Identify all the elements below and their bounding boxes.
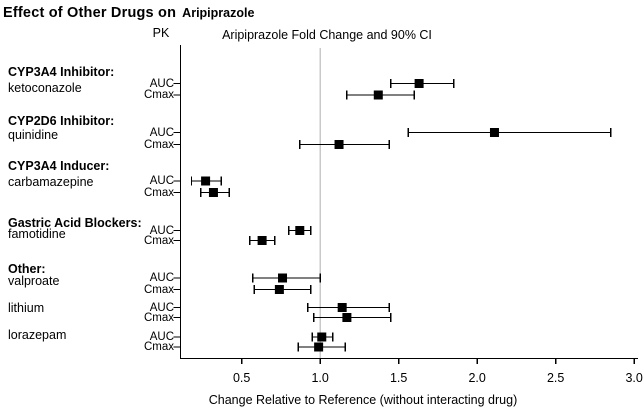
- point-estimate-marker: [414, 79, 424, 88]
- group-label: Other:: [8, 261, 46, 276]
- point-estimate-marker: [373, 90, 383, 100]
- point-estimate-marker: [337, 303, 347, 312]
- pk-measure-label: Cmax: [143, 138, 174, 151]
- pk-measure-label: Cmax: [143, 234, 174, 247]
- drug-label: carbamazepine: [8, 175, 94, 189]
- pk-measure-label: AUC: [149, 224, 174, 237]
- pk-measure-label: Cmax: [143, 186, 174, 199]
- x-tick-label: 1.5: [389, 370, 408, 385]
- group-label: CYP2D6 Inhibitor:: [8, 113, 115, 128]
- pk-measure-label: Cmax: [143, 89, 174, 101]
- pk-measure-label: AUC: [149, 175, 174, 187]
- point-estimate-marker: [489, 128, 499, 137]
- x-axis-title: Change Relative to Reference (without in…: [208, 393, 518, 407]
- drug-label: ketoconazole: [8, 80, 82, 95]
- point-estimate-marker: [342, 313, 352, 322]
- point-estimate-marker: [334, 140, 344, 149]
- pk-measure-label: AUC: [149, 77, 174, 90]
- group-label: CYP3A4 Inhibitor:: [8, 64, 115, 79]
- point-estimate-marker: [201, 176, 211, 186]
- plot-area-header: Aripiprazole Fold Change and 90% CI: [222, 28, 432, 42]
- pk-column-header: PK: [152, 26, 170, 40]
- drug-label: valproate: [8, 273, 60, 288]
- point-estimate-marker: [274, 285, 284, 294]
- point-estimate-marker: [295, 226, 305, 235]
- point-estimate-marker: [208, 188, 218, 197]
- drug-label: quinidine: [8, 127, 59, 142]
- group-label: CYP3A4 Inducer:: [8, 159, 110, 173]
- page-title: Effect of Other Drugs on Aripiprazole: [3, 4, 254, 22]
- group-label: Gastric Acid Blockers:: [8, 215, 142, 230]
- drug-label: lorazepam: [8, 327, 67, 342]
- point-estimate-marker: [317, 332, 327, 342]
- pk-measure-label: Cmax: [143, 311, 174, 324]
- pk-measure-label: Cmax: [143, 341, 174, 353]
- title-drug-name: Aripiprazole: [182, 6, 255, 20]
- pk-measure-label: AUC: [149, 272, 174, 284]
- pk-measure-label: AUC: [149, 331, 174, 343]
- point-estimate-marker: [278, 273, 288, 283]
- drug-label: famotidine: [8, 226, 66, 241]
- x-tick-label: 2.0: [468, 370, 486, 385]
- pk-measure-label: AUC: [149, 126, 174, 139]
- x-tick-label: 3.0: [625, 370, 643, 385]
- x-tick-label: 2.5: [546, 370, 565, 385]
- point-estimate-marker: [257, 236, 267, 245]
- drug-label: lithium: [8, 300, 45, 315]
- point-estimate-marker: [314, 342, 324, 352]
- x-tick-label: 0.5: [232, 370, 251, 385]
- title-main: Effect of Other Drugs on: [3, 5, 177, 21]
- pk-measure-label: Cmax: [143, 283, 174, 296]
- x-tick-label: 1.0: [311, 370, 329, 385]
- pk-measure-label: AUC: [149, 301, 174, 314]
